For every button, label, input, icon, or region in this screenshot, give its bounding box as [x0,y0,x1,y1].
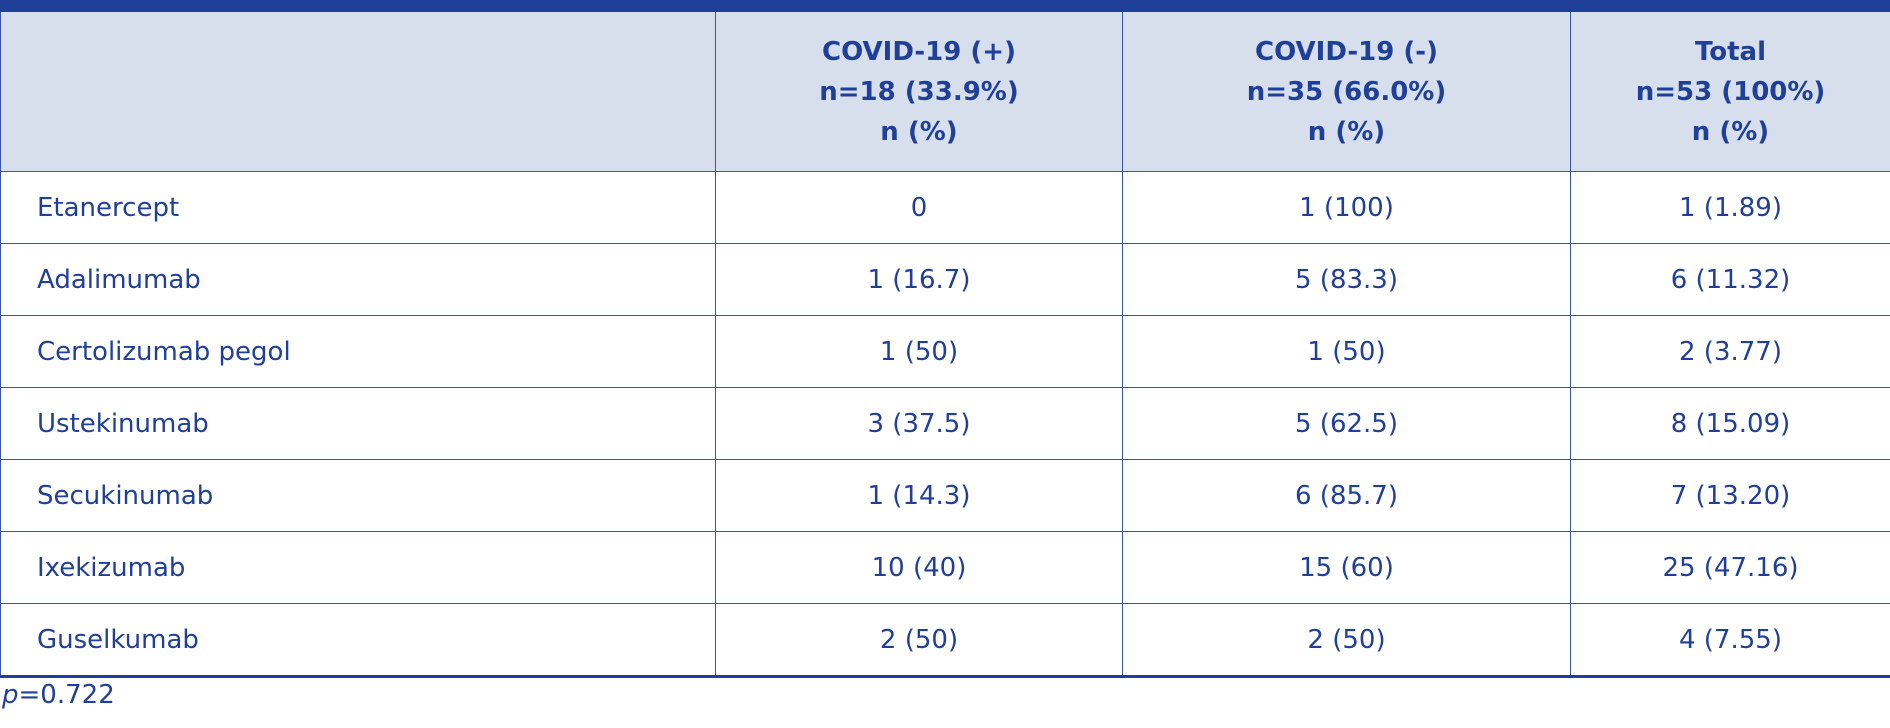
header-row: COVID-19 (+) n=18 (33.9%) n (%) COVID-19 (-… [0,6,1890,172]
header-cell: Total n=53 (100%) n (%) [1570,6,1890,172]
table-cell: 2 (50) [715,603,1123,677]
table-row: Secukinumab 1 (14.3) 6 (85.7) 7 (13.20) [0,459,1890,532]
header-line: n=35 (66.0%) [1246,76,1447,107]
header-line: COVID-19 (-) [1255,36,1438,67]
table-cell: 2 (3.77) [1570,315,1890,388]
table-cell: 7 (13.20) [1570,459,1890,532]
footnote-italic: p [2,680,19,710]
table-cell: 1 (1.89) [1570,171,1890,244]
table-cell: 3 (37.5) [715,387,1123,460]
table-row: Ixekizumab 10 (40) 15 (60) 25 (47.16) [0,531,1890,604]
header-cell: COVID-19 (-) n=35 (66.0%) n (%) [1122,6,1571,172]
header-line: n=53 (100%) [1635,76,1826,107]
table-cell: 6 (11.32) [1570,243,1890,316]
table-row: Adalimumab 1 (16.7) 5 (83.3) 6 (11.32) [0,243,1890,316]
table-cell: 1 (16.7) [715,243,1123,316]
header-cell [0,6,716,172]
header-line: n (%) [1691,116,1770,147]
table-row: Certolizumab pegol 1 (50) 1 (50) 2 (3.77) [0,315,1890,388]
table-cell: 4 (7.55) [1570,603,1890,677]
table-row: Guselkumab 2 (50) 2 (50) 4 (7.55) [0,603,1890,677]
table-row: Ustekinumab 3 (37.5) 5 (62.5) 8 (15.09) [0,387,1890,460]
header-line: n=18 (33.9%) [819,76,1019,107]
table-cell: 1 (14.3) [715,459,1123,532]
footnote-text: =0.722 [18,680,115,710]
table-cell: 2 (50) [1122,603,1571,677]
table-cell: 6 (85.7) [1122,459,1571,532]
table-cell: 1 (100) [1122,171,1571,244]
table-cell: 10 (40) [715,531,1123,604]
row-label: Ixekizumab [0,531,716,604]
row-label: Secukinumab [0,459,716,532]
table-cell: 25 (47.16) [1570,531,1890,604]
header-line: n (%) [880,116,958,147]
table-cell: 5 (83.3) [1122,243,1571,316]
footnote: p=0.722 [2,680,115,710]
row-label: Guselkumab [0,603,716,677]
table-cell: 5 (62.5) [1122,387,1571,460]
data-table: COVID-19 (+) n=18 (33.9%) n (%) COVID-19 (-… [0,0,1890,678]
table-cell: 0 [715,171,1123,244]
row-label: Certolizumab pegol [0,315,716,388]
row-label: Adalimumab [0,243,716,316]
table-row: Etanercept 0 1 (100) 1 (1.89) [0,171,1890,244]
table-cell: 15 (60) [1122,531,1571,604]
row-label: Ustekinumab [0,387,716,460]
table-cell: 1 (50) [715,315,1123,388]
header-line: Total [1694,36,1767,67]
header-line: COVID-19 (+) [822,36,1016,67]
header-line: n (%) [1307,116,1386,147]
table-cell: 8 (15.09) [1570,387,1890,460]
row-label: Etanercept [0,171,716,244]
table-cell: 1 (50) [1122,315,1571,388]
header-cell: COVID-19 (+) n=18 (33.9%) n (%) [715,6,1123,172]
